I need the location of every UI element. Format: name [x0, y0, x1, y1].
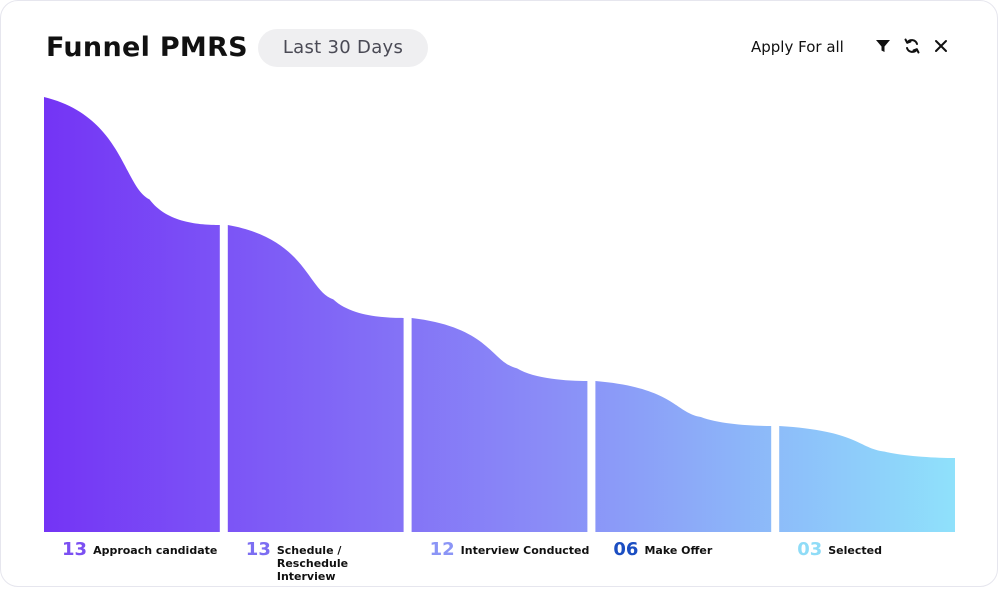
stage-count: 06 — [613, 539, 639, 560]
funnel-band-1 — [44, 97, 220, 532]
stage-name: Schedule / Reschedule Interview — [276, 544, 349, 583]
stage-count: 03 — [797, 539, 823, 560]
stage-count: 13 — [245, 539, 271, 560]
stage-label: 06 Make Offer — [613, 538, 712, 562]
funnel-band-4 — [595, 381, 772, 532]
stage-name: Selected — [828, 544, 882, 557]
funnel-band-5 — [779, 426, 955, 532]
stage-name: Make Offer — [644, 544, 713, 557]
filter-icon[interactable] — [873, 36, 893, 56]
apply-for-all-button[interactable]: Apply For all — [751, 38, 844, 56]
funnel-band-3 — [411, 318, 588, 532]
stage-label: 03 Selected — [797, 538, 882, 562]
date-range-selector[interactable]: Last 30 Days — [258, 29, 428, 67]
stage-name: Interview Conducted — [460, 544, 590, 557]
refresh-icon[interactable] — [902, 36, 922, 56]
stage-count: 12 — [429, 539, 455, 560]
funnel-band-2 — [227, 225, 404, 532]
page-title: Funnel PMRS — [46, 32, 248, 63]
stage-count: 13 — [62, 539, 88, 560]
stage-label: 13 Schedule / Reschedule Interview — [246, 538, 357, 583]
stage-label: 13 Approach candidate — [62, 538, 217, 562]
stage-name: Approach candidate — [93, 544, 218, 557]
close-icon[interactable] — [931, 36, 951, 56]
stage-label: 12 Interview Conducted — [430, 538, 590, 562]
